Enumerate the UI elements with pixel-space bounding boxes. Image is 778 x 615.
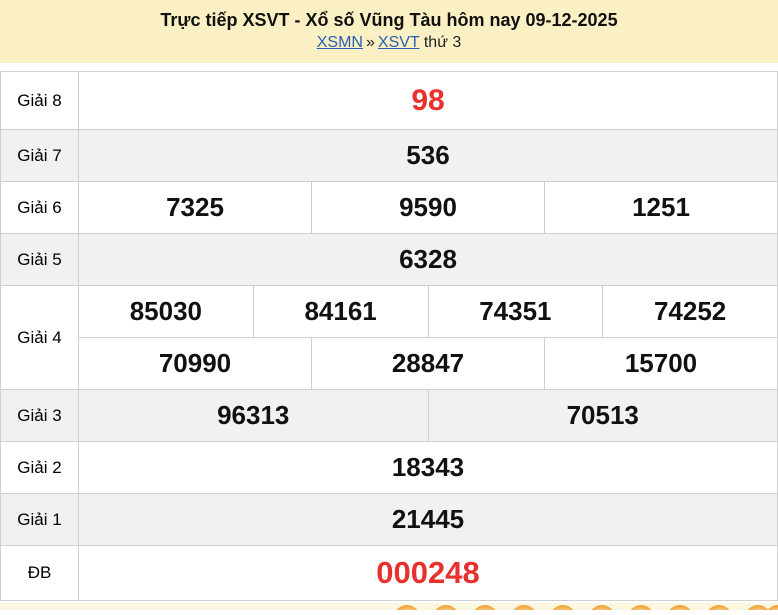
prize-value: 000248	[78, 545, 778, 601]
table-row-db: ĐB 000248	[0, 545, 778, 601]
page-header: Trực tiếp XSVT - Xổ số Vũng Tàu hôm nay …	[0, 0, 778, 63]
table-row-giai-1: Giải 1 21445	[0, 493, 778, 546]
lottery-ball-icon	[433, 605, 459, 610]
prize-value: 7325	[78, 181, 312, 234]
prize-label: Giải 2	[0, 441, 79, 494]
lottery-ball-icon	[628, 605, 654, 610]
prize-label: Giải 8	[0, 71, 79, 130]
prize-value: 15700	[544, 337, 778, 390]
breadcrumb: XSMN» XSVT thứ 3	[0, 32, 778, 54]
prize-value: 9590	[311, 181, 545, 234]
prize-label: Giải 3	[0, 389, 79, 442]
prize-label: Giải 6	[0, 181, 79, 234]
prize-value: 85030	[78, 285, 254, 338]
prize-value: 96313	[78, 389, 429, 442]
breadcrumb-link-xsmn[interactable]: XSMN	[316, 34, 363, 51]
breadcrumb-separator: »	[365, 34, 375, 51]
prize-label: Giải 5	[0, 233, 79, 286]
prize-value: 70990	[78, 337, 312, 390]
prize-value: 74252	[602, 285, 778, 338]
lottery-ball-icon	[667, 605, 693, 610]
prize-value: 536	[78, 129, 778, 182]
lottery-ball-icon	[550, 605, 576, 610]
table-row-giai-4: Giải 4 85030 84161 74351 74252	[0, 285, 778, 390]
prize-value: 1251	[544, 181, 778, 234]
lottery-ball-icon	[589, 605, 615, 610]
prize-value: 28847	[311, 337, 545, 390]
table-row-giai-7: Giải 7 536	[0, 129, 778, 182]
lottery-ball-icon	[765, 605, 778, 610]
lottery-ball-icon	[394, 605, 420, 610]
prize-value: 6328	[78, 233, 778, 286]
prize-value: 21445	[78, 493, 778, 546]
prize-value: 18343	[78, 441, 778, 494]
table-row-giai-2: Giải 2 18343	[0, 441, 778, 494]
prize-value: 98	[78, 71, 778, 130]
prize-value: 74351	[427, 285, 604, 338]
prize-label: ĐB	[0, 545, 79, 601]
prize-value: 84161	[252, 285, 429, 338]
loading-balls-strip	[0, 603, 778, 610]
breadcrumb-link-xsvt[interactable]: XSVT	[377, 34, 420, 51]
lottery-ball-icon	[745, 605, 771, 610]
lottery-ball-icon	[511, 605, 537, 610]
prize-label: Giải 7	[0, 129, 79, 182]
lottery-ball-icon	[706, 605, 732, 610]
lottery-ball-icon	[472, 605, 498, 610]
prize-value: 70513	[427, 389, 778, 442]
prize-label: Giải 1	[0, 493, 79, 546]
table-row-giai-5: Giải 5 6328	[0, 233, 778, 286]
divider	[0, 601, 778, 603]
table-row-giai-3: Giải 3 96313 70513	[0, 389, 778, 442]
table-row-giai-4b: 70990 28847 15700	[1, 337, 778, 390]
breadcrumb-day: thứ 3	[423, 34, 462, 51]
table-row-giai-8: Giải 8 98	[0, 71, 778, 130]
prize-label: Giải 4	[0, 285, 79, 390]
table-row-giai-6: Giải 6 7325 9590 1251	[0, 181, 778, 234]
lottery-results-table: Giải 8 98 Giải 7 536 Giải 6 7325 9590 12…	[0, 71, 778, 601]
page-title: Trực tiếp XSVT - Xổ số Vũng Tàu hôm nay …	[160, 10, 618, 30]
